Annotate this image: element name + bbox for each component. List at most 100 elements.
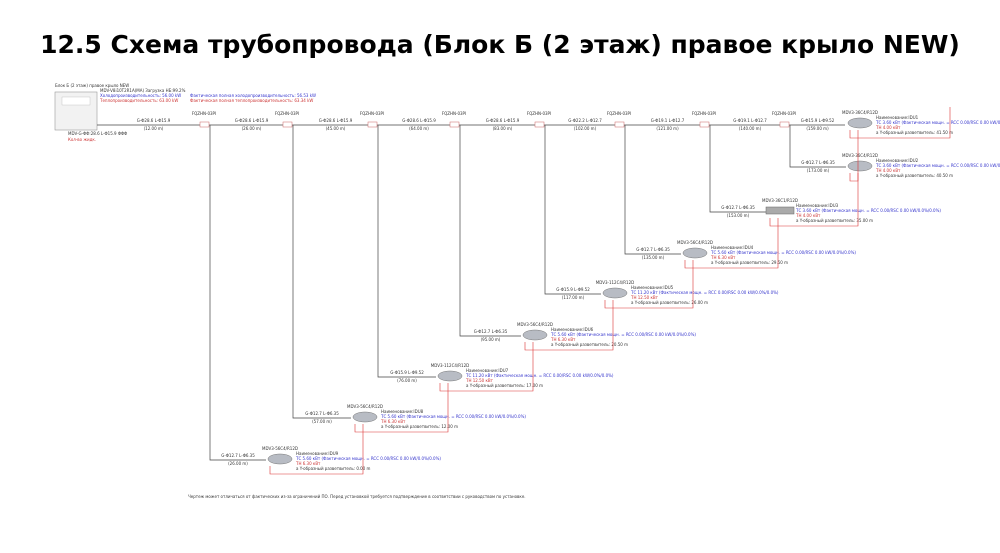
segment-length: (159.00 m) xyxy=(806,126,829,131)
footer-note: Чертеж может отличаться от фактических и… xyxy=(188,494,526,499)
segment-length: (26.00 m) xyxy=(242,126,262,131)
control-wire xyxy=(439,342,534,392)
unit-branch: a Y-образный разветвитель: 17.00 m xyxy=(466,383,543,388)
indoor-unit xyxy=(682,247,708,259)
joint-label: FQZHN-03PI xyxy=(192,111,216,116)
branch-length: (135.00 m) xyxy=(642,255,665,260)
joint-label: FQZHN-03PI xyxy=(442,111,466,116)
unit-model: MDV3-112C4/R12D xyxy=(431,363,469,368)
branch-joint xyxy=(699,121,710,128)
segment-length: (121.00 m) xyxy=(656,126,679,131)
branch-pipe xyxy=(459,125,521,337)
segment-pipe: G-Φ28.6 L-Φ15.9 xyxy=(486,118,520,123)
outdoor-cooling: Холодопроизводительность: 56.00 kW xyxy=(100,93,181,98)
unit-name: Наименование:IDU4 xyxy=(711,245,754,250)
segment-pipe: G-Φ28.6 L-Φ15.9 xyxy=(235,118,269,123)
branch-length: (26.00 m) xyxy=(228,461,248,466)
unit-branch: a Y-образный разветвитель: 40.50 m xyxy=(876,173,953,178)
outdoor-pipe: MDV-G-ΦΦ:28.6 L-Φ15.9 ΦΦΦ xyxy=(68,131,127,136)
unit-heating: ТН 12.50 кВт xyxy=(630,295,659,300)
control-wire xyxy=(524,300,614,351)
outdoor-header: Блок Б (2 этаж) правое крыло NEW xyxy=(55,83,129,88)
outdoor-cooling-real: Фактическая полная холодопроизводительно… xyxy=(190,93,316,98)
joint-label: FQZHN-03PI xyxy=(275,111,299,116)
segment-pipe: G-Φ19.1 L-Φ12.7 xyxy=(733,118,767,123)
outdoor-note: Кол-во жидк. xyxy=(68,137,96,142)
unit-name: Наименование:IDU8 xyxy=(381,409,424,414)
segment-length: (83.00 m) xyxy=(493,126,513,131)
unit-cooling: ТС 5.60 кВт (Фактическая мощн. = RCC 0.0… xyxy=(295,456,441,461)
outdoor-heating-real: Фактическая полная теплопроизводительнос… xyxy=(190,98,313,103)
unit-heating: ТН 12.50 кВт xyxy=(465,378,494,383)
branch-pipe xyxy=(377,125,436,378)
branch-pipe-label: G-Φ15.9 L-Φ9.52 xyxy=(390,370,424,375)
joint-label: FQZHN-03PI xyxy=(527,111,551,116)
unit-model: MDV3-56C4/R12D xyxy=(677,240,713,245)
branch-pipe-label: G-Φ12.7 L-Φ6.35 xyxy=(636,247,670,252)
control-wire xyxy=(769,173,859,227)
segment-length: (64.00 m) xyxy=(409,126,429,131)
branch-joint xyxy=(449,121,460,128)
unit-name: Наименование:IDU3 xyxy=(796,203,839,208)
indoor-unit xyxy=(602,287,628,299)
branch-pipe xyxy=(209,125,266,461)
control-wire xyxy=(684,218,779,269)
unit-name: Наименование:IDU2 xyxy=(876,158,919,163)
branch-length: (57.00 m) xyxy=(312,419,332,424)
unit-name: Наименование:IDU1 xyxy=(876,115,919,120)
control-wire xyxy=(354,383,449,433)
unit-cooling: ТС 5.60 кВт (Фактическая мощн. = RCC 0.0… xyxy=(550,332,696,337)
indoor-unit xyxy=(267,453,293,465)
unit-heating: ТН 6.30 кВт xyxy=(380,419,406,424)
unit-name: Наименование:IDU7 xyxy=(466,368,509,373)
branch-joint xyxy=(779,121,790,128)
outdoor-heating: Теплопроизводительность: 63.00 kW xyxy=(99,98,178,103)
control-wire xyxy=(849,107,951,139)
branch-pipe xyxy=(789,125,846,168)
branch-joint xyxy=(534,121,545,128)
branch-pipe-label: G-Φ12.7 L-Φ6.35 xyxy=(305,411,339,416)
unit-name: Наименование:IDU9 xyxy=(296,451,339,456)
segment-length: (45.00 m) xyxy=(326,126,346,131)
branch-joint xyxy=(614,121,625,128)
branch-pipe xyxy=(624,125,681,255)
branch-pipe-label: G-Φ12.7 L-Φ6.35 xyxy=(221,453,255,458)
branch-pipe xyxy=(544,125,601,295)
page-title: 12.5 Схема трубопровода (Блок Б (2 этаж)… xyxy=(40,30,960,59)
unit-cooling: ТС 11.20 кВт (Фактическая мощн. = RCC 0.… xyxy=(465,373,614,378)
indoor-unit xyxy=(437,370,463,382)
joint-label: FQZHN-03PI xyxy=(607,111,631,116)
segment-pipe: G-Φ15.9 L-Φ9.52 xyxy=(801,118,835,123)
control-wire xyxy=(269,424,364,475)
segment-pipe: G-Φ28.6 L-Φ15.9 xyxy=(402,118,436,123)
segment-length: (102.00 m) xyxy=(574,126,597,131)
segment-length: (12.00 m) xyxy=(144,126,164,131)
unit-heating: ТН 4.00 кВт xyxy=(875,168,901,173)
indoor-unit xyxy=(847,160,873,172)
unit-model: MDV3-112C4/R12D xyxy=(596,280,634,285)
segment-pipe: G-Φ19.1 L-Φ12.7 xyxy=(651,118,685,123)
branch-length: (117.00 m) xyxy=(562,295,585,300)
outdoor-model: MDV-V8i10T2R1A(MA) Загрузка НБ:99.2% xyxy=(100,88,186,93)
unit-cooling: ТС 5.60 кВт (Фактическая мощн. = RCC 0.0… xyxy=(710,250,856,255)
unit-heating: ТН 4.00 кВт xyxy=(875,125,901,130)
unit-cooling: ТС 3.60 кВт (Фактическая мощн. = RCC 0.0… xyxy=(795,208,941,213)
unit-branch: a Y-образный разветвитель: 41.50 m xyxy=(876,130,953,135)
indoor-unit xyxy=(522,329,548,341)
unit-branch: a Y-образный разветвитель: 29.50 m xyxy=(711,260,788,265)
unit-cooling: ТС 3.60 кВт (Фактическая мощн. = RCC 0.0… xyxy=(875,120,1000,125)
unit-cooling: ТС 3.60 кВт (Фактическая мощн. = RCC 0.0… xyxy=(875,163,1000,168)
unit-model: MDV3-36C4/R12D xyxy=(842,110,878,115)
unit-model: MDV3-56C4/R12D xyxy=(347,404,383,409)
indoor-unit xyxy=(765,206,795,215)
unit-name: Наименование:IDU6 xyxy=(551,327,594,332)
outdoor-grille xyxy=(61,96,91,106)
unit-name: Наименование:IDU5 xyxy=(631,285,674,290)
unit-cooling: ТС 11.20 кВт (Фактическая мощн. = RCC 0.… xyxy=(630,290,779,295)
branch-pipe xyxy=(292,125,351,419)
unit-branch: a Y-образный разветвитель: 0.00 m xyxy=(296,466,371,471)
segment-pipe: G-Φ22.2 L-Φ12.7 xyxy=(568,118,602,123)
branch-length: (173.00 m) xyxy=(807,168,830,173)
unit-model: MDV3-36C1/R12D xyxy=(762,198,798,203)
